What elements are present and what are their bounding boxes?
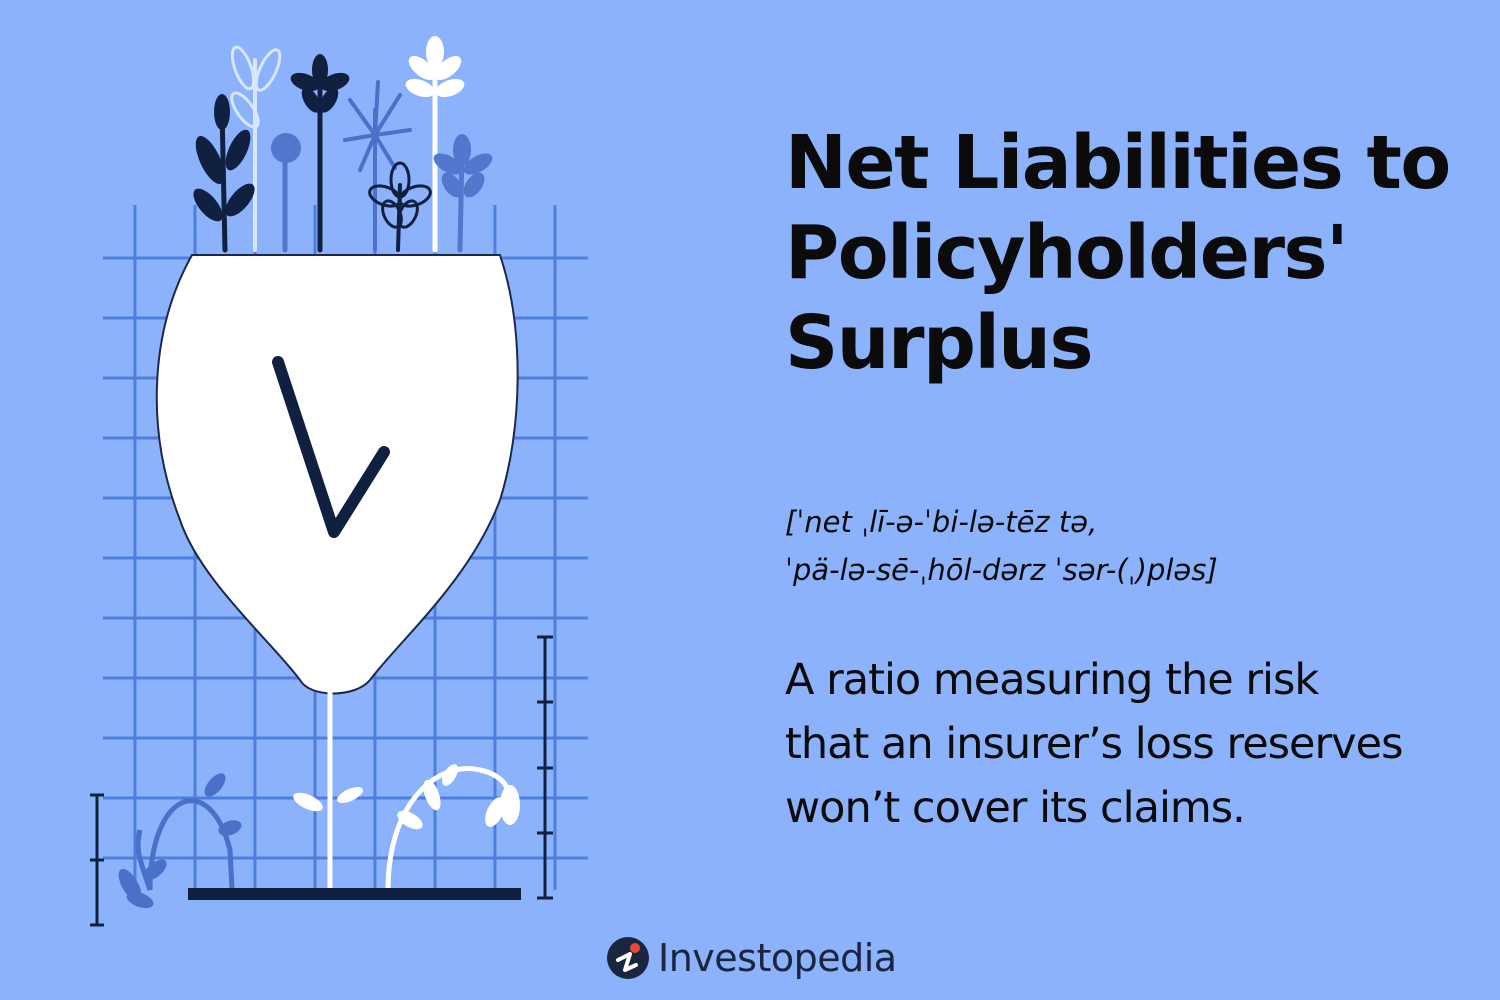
vase	[155, 254, 519, 695]
page-title: Net Liabilities to Policyholders' Surplu…	[785, 118, 1475, 388]
investopedia-logo-icon	[607, 937, 649, 979]
brand-name: Investopedia	[658, 936, 897, 980]
leaf-white-thin	[230, 45, 282, 129]
leaf-dark-left	[193, 94, 255, 222]
blue-leaf-blossom	[433, 134, 493, 198]
pronunciation-line: [ˈnet ˌlī-ə-ˈbi-lə-tēz tə,	[785, 505, 1098, 539]
definition-line: that an insurer’s loss reserves	[785, 719, 1404, 769]
spiky-blossom	[343, 80, 412, 172]
definition: A ratio measuring the risk that an insur…	[785, 648, 1475, 840]
title-line: Net Liabilities to	[785, 120, 1451, 206]
ruler-left	[90, 793, 104, 927]
definition-line: won’t cover its claims.	[785, 783, 1246, 833]
checkmark-icon	[272, 356, 390, 538]
ruler-right	[537, 635, 553, 900]
brand-logo: Investopedia	[606, 930, 897, 986]
stem-leaf-right	[337, 786, 363, 804]
stem-leaf-left	[293, 792, 323, 812]
drooping-plant-right	[385, 764, 520, 891]
white-leaf-blossom	[405, 36, 465, 98]
pronunciation: [ˈnet ˌlī-ə-ˈbi-lə-tēz tə, ˈpä-lə-sē-ˌhō…	[785, 498, 1475, 594]
title-line: Surplus	[785, 300, 1094, 386]
pronunciation-line: ˈpä-lə-sē-ˌhōl-dərz ˈsər-(ˌ)pləs]	[785, 553, 1218, 587]
outline-flower	[368, 161, 432, 229]
drooping-plant-left	[118, 773, 242, 909]
title-line: Policyholders'	[785, 210, 1349, 296]
round-blossom	[271, 133, 301, 163]
definition-line: A ratio measuring the risk	[785, 655, 1319, 705]
dark-star-flower	[290, 54, 350, 113]
plant-illustration	[90, 36, 588, 927]
ground-bar	[188, 888, 521, 900]
